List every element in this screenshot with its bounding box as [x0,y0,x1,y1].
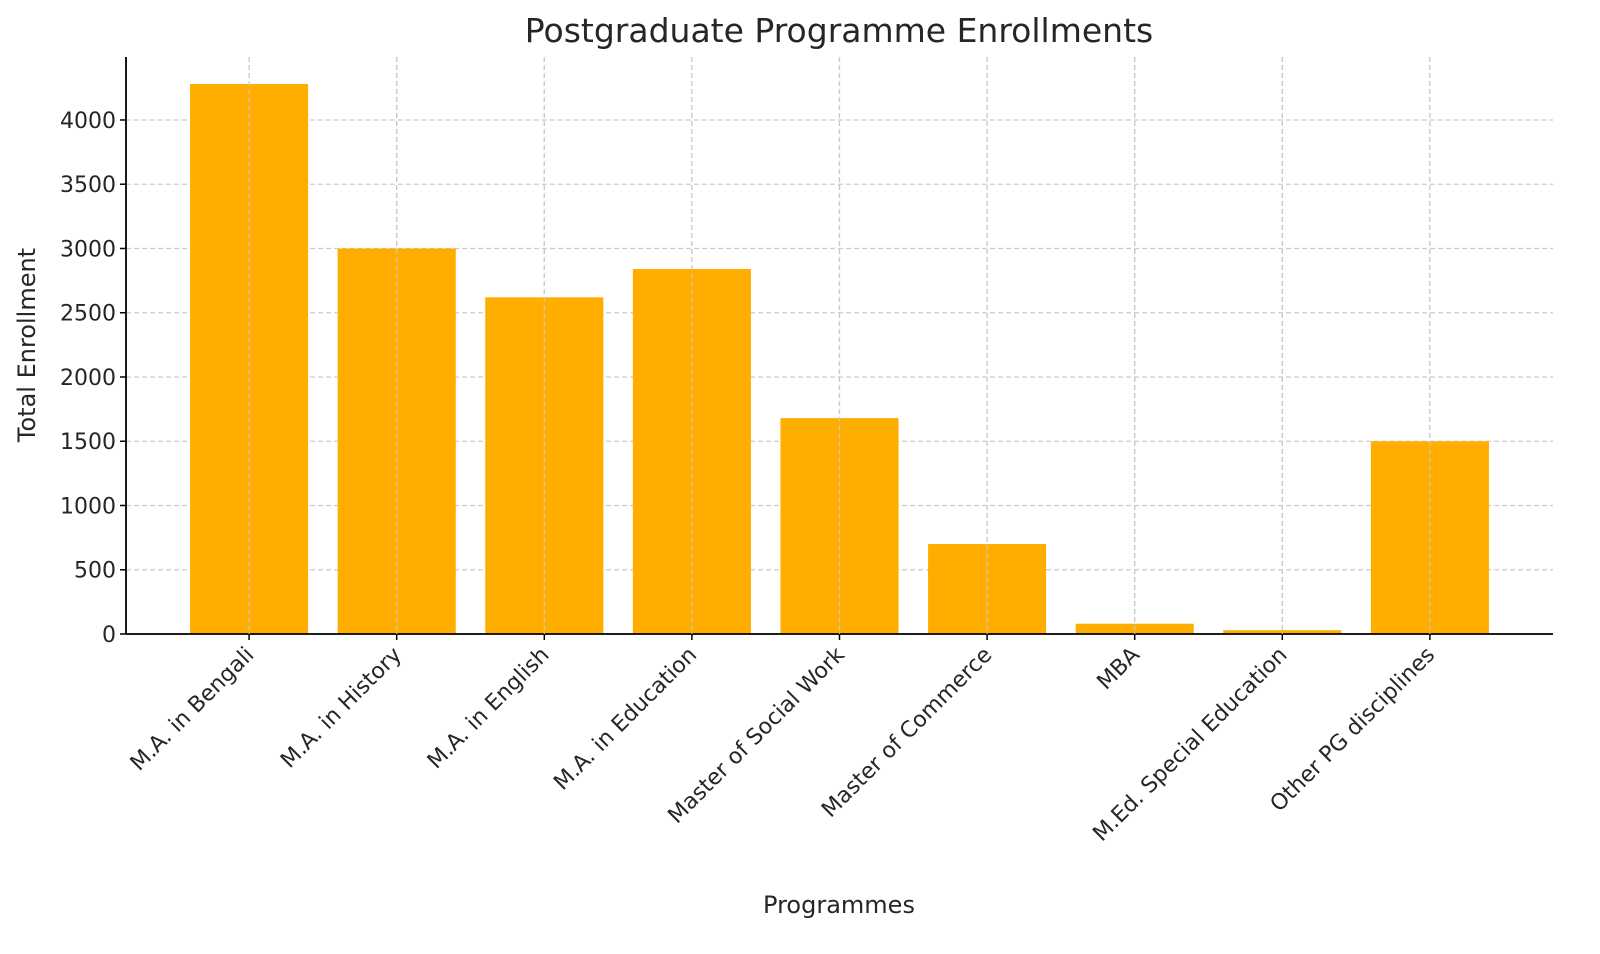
bar-m-ed-special-education [1223,630,1342,634]
x-axis-label: Programmes [763,891,915,919]
y-tick-label: 3500 [60,173,116,198]
bar-m-a-in-bengali [190,83,309,634]
x-tick-label: M.A. in History [276,643,407,774]
y-tick-label: 4000 [60,109,116,134]
y-axis-label: Total Enrollment [13,248,41,443]
y-tick-label: 2000 [60,366,116,391]
x-tick-label: M.A. in English [423,643,555,775]
x-tick-label: Other PG disciplines [1266,643,1440,817]
x-tick-label: M.A. in Bengali [126,643,260,777]
y-tick-label: 2500 [60,302,116,327]
x-tick-label: MBA [1093,643,1145,695]
y-tick-label: 500 [74,559,116,584]
y-tick-label: 1500 [60,430,116,455]
x-tick-label: Master of Commerce [817,643,997,823]
y-tick-label: 1000 [60,494,116,519]
x-tick-label: M.A. in Education [549,643,702,796]
y-tick-label: 3000 [60,237,116,262]
y-tick-label: 0 [102,623,116,648]
chart-title: Postgraduate Programme Enrollments [525,11,1153,50]
bar-master-of-social-work [780,418,899,634]
